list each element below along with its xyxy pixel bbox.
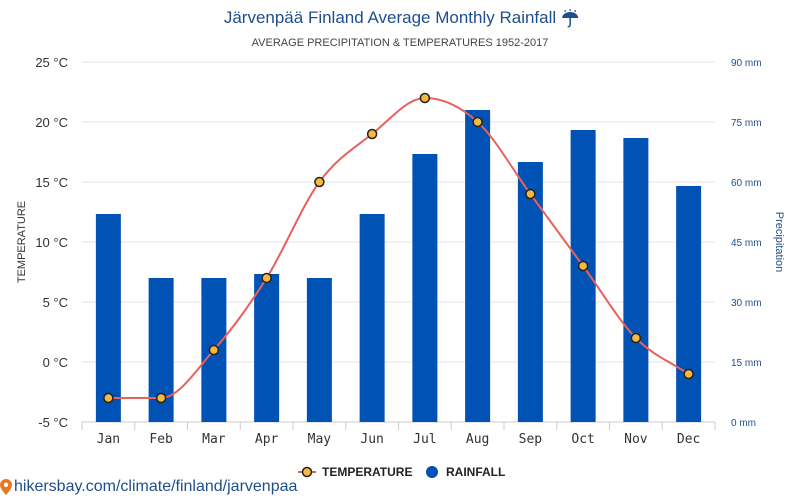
temperature-line xyxy=(103,92,694,404)
x-tick-label: Oct xyxy=(571,432,594,447)
x-axis-ticks: Jan Feb Mar Apr May Jun Jul Aug Sep Oct Nov Dec xyxy=(97,432,701,447)
rainfall-bar[interactable] xyxy=(95,214,121,422)
rainfall-bar[interactable] xyxy=(517,162,543,422)
x-tick-label: Jul xyxy=(413,432,436,447)
temperature-line-path xyxy=(108,96,690,399)
temperature-point[interactable] xyxy=(630,332,642,344)
y-tick-right-label: 90 mm xyxy=(731,58,762,69)
temperature-point[interactable] xyxy=(314,176,325,188)
x-tick-label: Jan xyxy=(97,432,120,447)
temperature-point[interactable] xyxy=(419,92,431,104)
legend-rainfall-label: RAINFALL xyxy=(446,465,505,479)
chart-title-group: Järvenpää Finland Average Monthly Rainfa… xyxy=(224,8,579,28)
grid-lines xyxy=(81,61,716,430)
y-tick-right-label: 75 mm xyxy=(731,118,762,129)
x-tick-label: Jun xyxy=(360,432,383,447)
y-tick-left-label: 15 °C xyxy=(35,175,68,190)
temperature-point[interactable] xyxy=(525,188,536,200)
y-tick-right-label: 15 mm xyxy=(731,358,762,369)
x-tick-label: Nov xyxy=(624,432,648,447)
y-tick-right-label: 0 mm xyxy=(731,418,756,429)
y-tick-right-label: 45 mm xyxy=(731,238,762,249)
rainfall-bar[interactable] xyxy=(465,110,491,422)
x-tick-label: Aug xyxy=(466,432,489,447)
y-axis-left-ticks: 25 °C 20 °C 15 °C 10 °C 5 °C 0 °C -5 °C xyxy=(35,55,68,430)
y-tick-left-label: 5 °C xyxy=(43,295,68,310)
location-pin-icon xyxy=(0,479,12,495)
y-tick-right-label: 30 mm xyxy=(731,298,762,309)
chart-subtitle: AVERAGE PRECIPITATION & TEMPERATURES 195… xyxy=(252,37,549,49)
temperature-point[interactable] xyxy=(683,368,694,380)
x-tick-label: Sep xyxy=(519,432,543,447)
legend: TEMPERATURE RAINFALL xyxy=(298,465,505,479)
legend-temperature-marker xyxy=(301,466,313,478)
x-tick-label: Mar xyxy=(202,432,226,447)
footer-text: hikersbay.com/climate/finland/jarvenpaa xyxy=(14,478,298,495)
y-axis-left-label: TEMPERATURE xyxy=(16,201,28,283)
legend-rainfall-marker xyxy=(426,466,438,478)
y-axis-right-ticks: 90 mm 75 mm 60 mm 45 mm 30 mm 15 mm 0 mm xyxy=(731,58,762,429)
rainfall-bars xyxy=(95,110,702,422)
y-tick-left-label: 20 °C xyxy=(35,115,68,130)
rainfall-bar[interactable] xyxy=(570,130,596,422)
legend-temperature-label: TEMPERATURE xyxy=(322,465,412,479)
y-axis-right-label: Precipitation xyxy=(773,212,785,273)
y-tick-left-label: 10 °C xyxy=(35,235,68,250)
rainfall-bar[interactable] xyxy=(676,186,702,422)
rainfall-bar[interactable] xyxy=(623,138,649,422)
temperature-point[interactable] xyxy=(155,392,167,404)
temperature-point[interactable] xyxy=(366,128,378,140)
x-tick-label: Dec xyxy=(677,432,700,447)
y-tick-left-label: -5 °C xyxy=(38,415,68,430)
y-tick-left-label: 0 °C xyxy=(43,355,68,370)
y-tick-right-label: 60 mm xyxy=(731,178,762,189)
rainfall-bar[interactable] xyxy=(359,214,385,422)
x-tick-label: Apr xyxy=(255,432,279,447)
chart-title: Järvenpää Finland Average Monthly Rainfa… xyxy=(224,8,556,27)
temperature-point[interactable] xyxy=(261,272,272,284)
temperature-point[interactable] xyxy=(103,392,114,404)
y-tick-left-label: 25 °C xyxy=(35,55,68,70)
legend-item-rainfall[interactable]: RAINFALL xyxy=(426,465,505,479)
rainfall-bar[interactable] xyxy=(306,278,332,422)
rainfall-bar[interactable] xyxy=(254,274,280,422)
rainfall-bar[interactable] xyxy=(412,154,438,422)
temperature-point[interactable] xyxy=(577,260,589,272)
legend-item-temperature[interactable]: TEMPERATURE xyxy=(298,465,412,479)
x-tick-label: May xyxy=(308,432,332,447)
umbrella-rain-icon xyxy=(562,9,579,28)
x-tick-label: Feb xyxy=(149,432,173,447)
temperature-point[interactable] xyxy=(208,344,220,356)
temperature-point[interactable] xyxy=(472,116,483,128)
footer-link[interactable]: hikersbay.com/climate/finland/jarvenpaa xyxy=(0,478,297,496)
